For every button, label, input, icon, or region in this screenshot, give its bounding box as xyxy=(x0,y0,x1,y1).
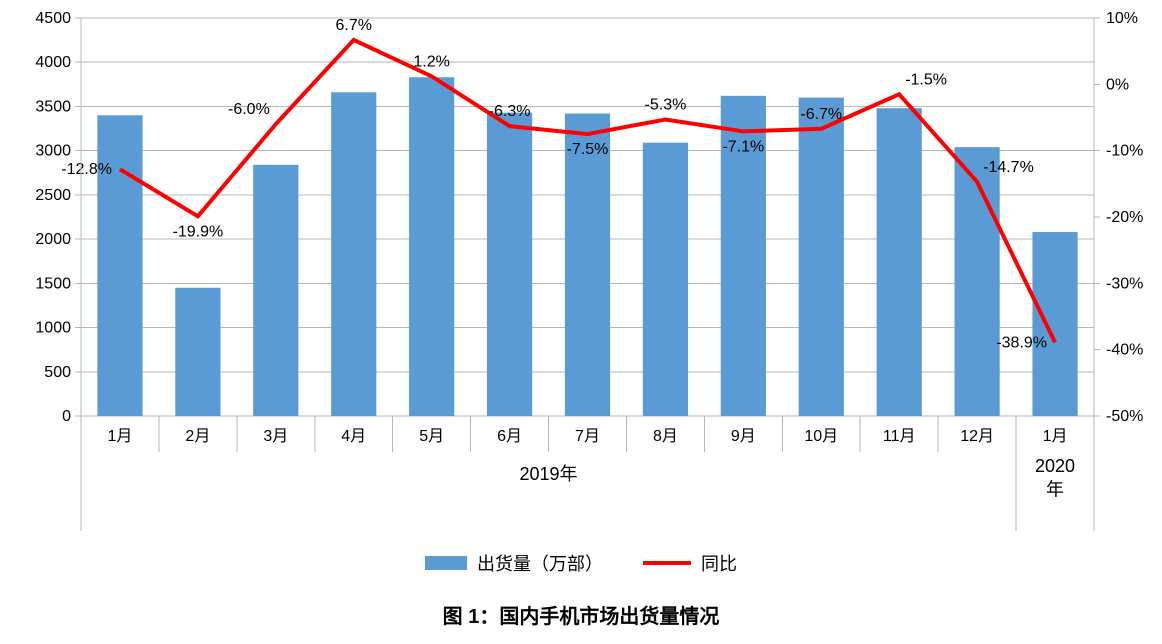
bar xyxy=(565,114,610,416)
x-category-label: 7月 xyxy=(575,428,600,445)
legend: 出货量（万部） 同比 xyxy=(0,550,1162,576)
bar xyxy=(331,92,376,416)
line-data-label: -1.5% xyxy=(905,71,947,88)
bar xyxy=(955,147,1000,416)
line-data-label: -14.7% xyxy=(983,159,1034,176)
x-category-label: 1月 xyxy=(1043,428,1068,445)
y-right-tick-label: -40% xyxy=(1106,342,1143,359)
y-left-tick-label: 3500 xyxy=(35,98,71,115)
line-data-label: -6.0% xyxy=(228,101,270,118)
x-category-label: 10月 xyxy=(804,428,838,445)
bar xyxy=(487,113,532,416)
y-left-tick-label: 1500 xyxy=(35,275,71,292)
x-group-label: 2020年 xyxy=(1035,456,1075,499)
legend-swatch-line xyxy=(643,561,691,565)
x-category-label: 11月 xyxy=(883,428,916,445)
line-data-label: -7.1% xyxy=(722,138,764,155)
bar xyxy=(799,98,844,416)
line-data-label: -7.5% xyxy=(567,141,609,158)
x-category-label: 5月 xyxy=(419,428,444,445)
figure-container: { "figure_width_px": 1162, "figure_heigh… xyxy=(0,0,1162,644)
line-data-label: -38.9% xyxy=(996,334,1047,351)
legend-item: 同比 xyxy=(643,550,737,576)
x-group-label: 2019年 xyxy=(520,464,578,484)
bar xyxy=(1032,232,1077,416)
y-left-tick-label: 2000 xyxy=(35,231,71,248)
x-category-label: 3月 xyxy=(263,428,288,445)
y-left-tick-label: 500 xyxy=(44,364,71,381)
x-category-label: 4月 xyxy=(341,428,366,445)
y-left-tick-label: 3000 xyxy=(35,143,71,160)
line-data-label: -5.3% xyxy=(645,96,687,113)
line-data-label: 1.2% xyxy=(413,53,449,70)
x-category-label: 6月 xyxy=(497,428,522,445)
y-right-tick-label: -20% xyxy=(1106,209,1143,226)
y-right-tick-label: 10% xyxy=(1106,10,1138,27)
y-right-tick-label: 0% xyxy=(1106,76,1129,93)
legend-swatch-bar xyxy=(425,556,467,570)
line-data-label: -19.9% xyxy=(173,223,224,240)
y-right-tick-label: -30% xyxy=(1106,275,1143,292)
line-data-label: -12.8% xyxy=(61,161,112,178)
y-left-tick-label: 0 xyxy=(62,408,71,425)
legend-label: 出货量（万部） xyxy=(477,550,603,576)
legend-label: 同比 xyxy=(701,550,737,576)
x-category-label: 9月 xyxy=(731,428,756,445)
bar xyxy=(253,165,298,416)
bar xyxy=(643,143,688,416)
bar xyxy=(877,108,922,416)
figure-caption: 图 1：国内手机市场出货量情况 xyxy=(0,600,1162,629)
x-category-label: 8月 xyxy=(653,428,678,445)
y-right-tick-label: -50% xyxy=(1106,408,1143,425)
combo-chart: 0 500 1000 1500 2000 2500 3000 3500 4000 4500 -50%… xyxy=(0,0,1162,644)
legend-item: 出货量（万部） xyxy=(425,550,603,576)
x-category-label: 12月 xyxy=(960,428,994,445)
line-data-label: -6.7% xyxy=(800,106,842,123)
y-left-tick-label: 2500 xyxy=(35,187,71,204)
y-left-tick-label: 4000 xyxy=(35,54,71,71)
bar xyxy=(175,288,220,416)
line-data-label: -6.3% xyxy=(489,103,531,120)
y-right-tick-label: -10% xyxy=(1106,143,1143,160)
y-left-tick-label: 1000 xyxy=(35,320,71,337)
line-data-label: 6.7% xyxy=(335,17,371,34)
x-category-label: 2月 xyxy=(185,428,210,445)
bar xyxy=(409,77,454,416)
x-category-label: 1月 xyxy=(108,428,133,445)
y-left-tick-label: 4500 xyxy=(35,10,71,27)
